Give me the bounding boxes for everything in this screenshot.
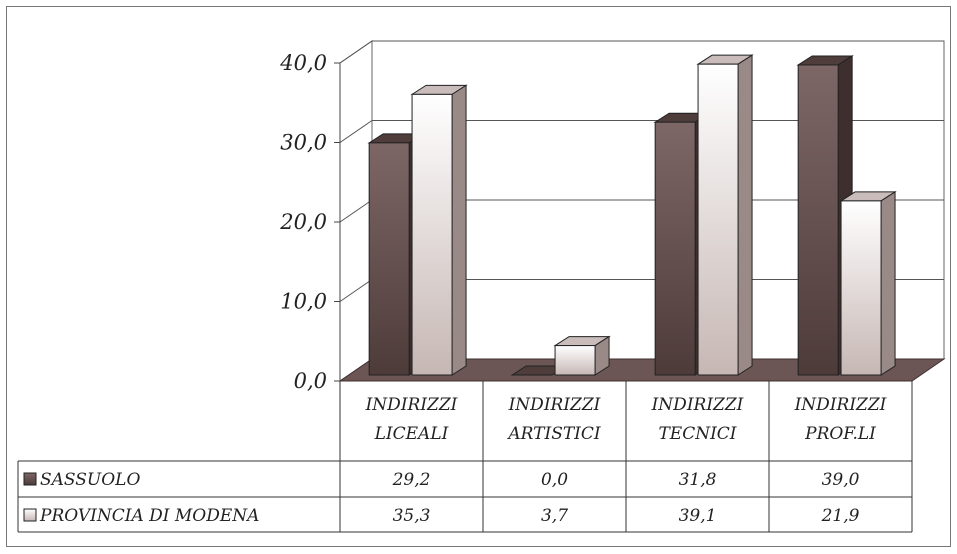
bar-front [797,64,839,376]
y-tick-label: 30,0 [280,131,327,155]
y-tick-label: 0,0 [294,369,327,393]
data-table: INDIRIZZI LICEALI INDIRIZZI ARTISTICI INDIRI… [17,381,913,533]
x-category-label: LICEALI [374,424,449,444]
x-category-label: INDIRIZZI [794,395,887,415]
gridline-side [339,199,373,223]
chart-frame [6,6,951,547]
bar-front [554,345,596,376]
bar-provincia-2 [696,54,754,376]
data-label: 29,2 [392,470,431,490]
data-label: 35,3 [393,506,431,526]
bar-front [654,121,696,376]
bar-front [697,63,739,376]
data-label: 39,1 [679,506,717,526]
bar-sassuolo-3 [796,55,854,376]
bar-provincia-1 [553,335,611,376]
data-label: 21,9 [821,506,860,526]
x-category-label: PROF.LI [804,424,876,444]
data-label: 3,7 [541,506,568,526]
x-category-label: INDIRIZZI [508,395,601,415]
bar-front [840,200,882,376]
bars [367,54,897,376]
bar-front [368,142,410,376]
x-category-label: TECNICI [658,424,736,444]
data-label: 0,0 [541,470,568,490]
legend-swatch [23,472,37,486]
y-tick-label: 40,0 [279,51,327,75]
bar-provincia-0 [410,84,468,376]
gridline-side [339,40,373,64]
bar-front [411,93,453,376]
data-label: 39,0 [822,470,860,490]
gridline-side [339,120,373,143]
legend-series-name: SASSUOLO [40,470,140,490]
legend-swatch [23,508,37,522]
x-category-label: INDIRIZZI [365,395,458,415]
x-category-label: ARTISTICI [506,424,601,444]
bar-side [880,190,896,376]
bar-side [737,54,753,376]
y-tick-label: 10,0 [280,290,327,314]
bar-side [451,84,467,376]
bar-provincia-3 [839,190,897,376]
legend-series-name: PROVINCIA DI MODENA [39,506,259,526]
data-label: 31,8 [679,470,717,490]
gridline-side [339,279,373,302]
chart-floor [338,358,946,382]
y-axis: 0,0 10,0 20,0 30,0 40,0 [279,51,341,393]
y-tick-label: 20,0 [279,210,327,234]
x-category-label: INDIRIZZI [651,395,744,415]
